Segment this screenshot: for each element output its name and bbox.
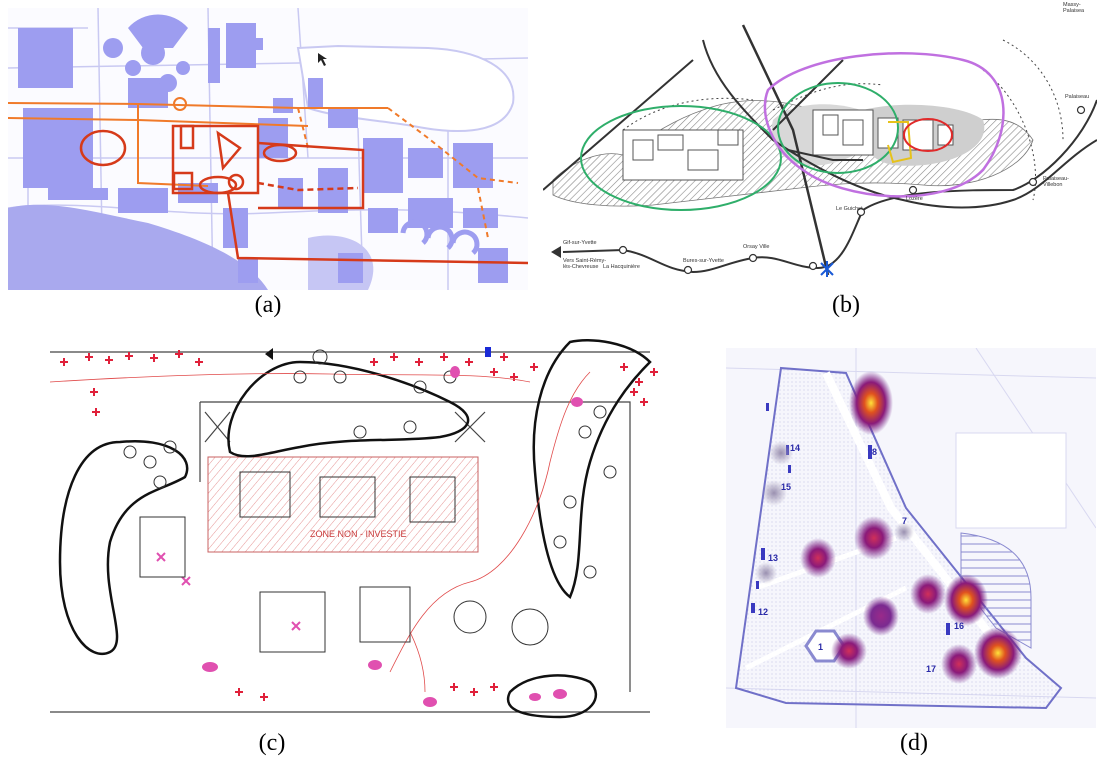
boundary-green-west (580, 105, 782, 211)
heat-spot-center (863, 596, 899, 636)
marker-label-1: 1 (818, 642, 823, 652)
marker-label-12: 12 (758, 607, 768, 617)
red-paths (49, 371, 591, 693)
heat-spot-7 (854, 516, 894, 560)
cursor-icon (318, 53, 327, 66)
marker-label-13: 13 (768, 553, 778, 563)
panel-a-map (8, 8, 528, 290)
rail-line (562, 99, 1097, 274)
heat-spot-17 (941, 644, 977, 684)
roads (543, 39, 1097, 209)
heat-spot-1 (831, 633, 867, 669)
blue-flag-icon (485, 347, 491, 357)
panel-a-campus-route-map (8, 8, 528, 290)
woods-area (8, 204, 268, 290)
zone-label: ZONE NON - INVESTIE (310, 529, 407, 539)
heat-spot-16 (974, 627, 1022, 679)
marker-label-16: 16 (954, 621, 964, 631)
caption-a: (a) (254, 292, 282, 318)
label-gif: Gif-sur-Yvette (563, 240, 597, 246)
panel-d-map: 1 7 8 12 13 14 15 16 17 (726, 348, 1096, 728)
label-vers-saint-remy: Vers Saint-Rémy-lès-Chevreuse (563, 258, 606, 270)
marker-label-7: 7 (902, 516, 907, 526)
label-massy: Massy-Palaisea (1063, 2, 1085, 14)
flag-icon (265, 348, 273, 360)
marker-label-15: 15 (781, 482, 791, 492)
caption-b: (b) (832, 292, 860, 318)
panel-c-hand-sketch: ZONE NON - INVESTIE (30, 332, 670, 732)
caption-c: (c) (258, 730, 286, 756)
red-route (79, 124, 528, 265)
boundary-green-east (777, 82, 899, 174)
pink-crosses (156, 552, 301, 631)
heat-spot-14 (769, 441, 793, 465)
label-bures: Bures-sur-Yvette (683, 258, 724, 264)
label-palaiseau: Palaiseau (1065, 94, 1089, 100)
label-hacquiniere: La Hacquinière (603, 264, 640, 270)
label-massy-text: Massy-Palaisea (1063, 2, 1085, 14)
caption-d: (d) (900, 730, 928, 756)
site-outline (50, 351, 650, 713)
red-crosses (60, 350, 658, 701)
heat-spot-8 (849, 371, 893, 435)
panel-b-map: Massy-Palaisea Palaiseau Palaiseau-Ville… (543, 2, 1097, 277)
blue-star-icon (820, 261, 834, 277)
panel-b-region-map: Massy-Palaisea Palaiseau Palaiseau-Ville… (543, 0, 1097, 292)
pink-marks (202, 366, 583, 707)
boundary-red (903, 118, 953, 152)
marker-label-8: 8 (872, 447, 877, 457)
label-orsay-ville: Orsay Ville (743, 244, 770, 250)
hatched-lawn (960, 532, 1032, 649)
panel-c-sketch: ZONE NON - INVESTIE (49, 338, 658, 719)
heat-spot-right2 (944, 574, 988, 626)
heat-spot-13 (800, 538, 836, 578)
label-palaiseau-villebon: Palaiseau-Villebon (1043, 176, 1069, 188)
tables-and-chairs (123, 349, 617, 653)
non-invested-zone (207, 456, 479, 553)
marker-label-14: 14 (790, 443, 800, 453)
curved-buildings (400, 219, 480, 255)
heat-spot-12 (755, 562, 777, 584)
main-highway (741, 24, 830, 276)
orange-route (8, 97, 519, 239)
label-le-guichet: Le Guichet (836, 206, 863, 212)
heatmap-spots (755, 371, 1022, 684)
building-block (955, 432, 1067, 529)
boundary-purple (763, 52, 1005, 198)
marker-label-17: 17 (926, 664, 936, 674)
boundary-yellow (887, 121, 913, 164)
heat-spot-15 (761, 480, 787, 506)
zone-loops (58, 338, 652, 719)
stations (618, 105, 1086, 275)
panel-d-heatmap: 1 7 8 12 13 14 15 16 17 (726, 348, 1096, 728)
heat-spot-right1 (910, 574, 946, 614)
arrow-left-icon (551, 246, 561, 258)
label-lozere: Lozère (906, 196, 923, 202)
